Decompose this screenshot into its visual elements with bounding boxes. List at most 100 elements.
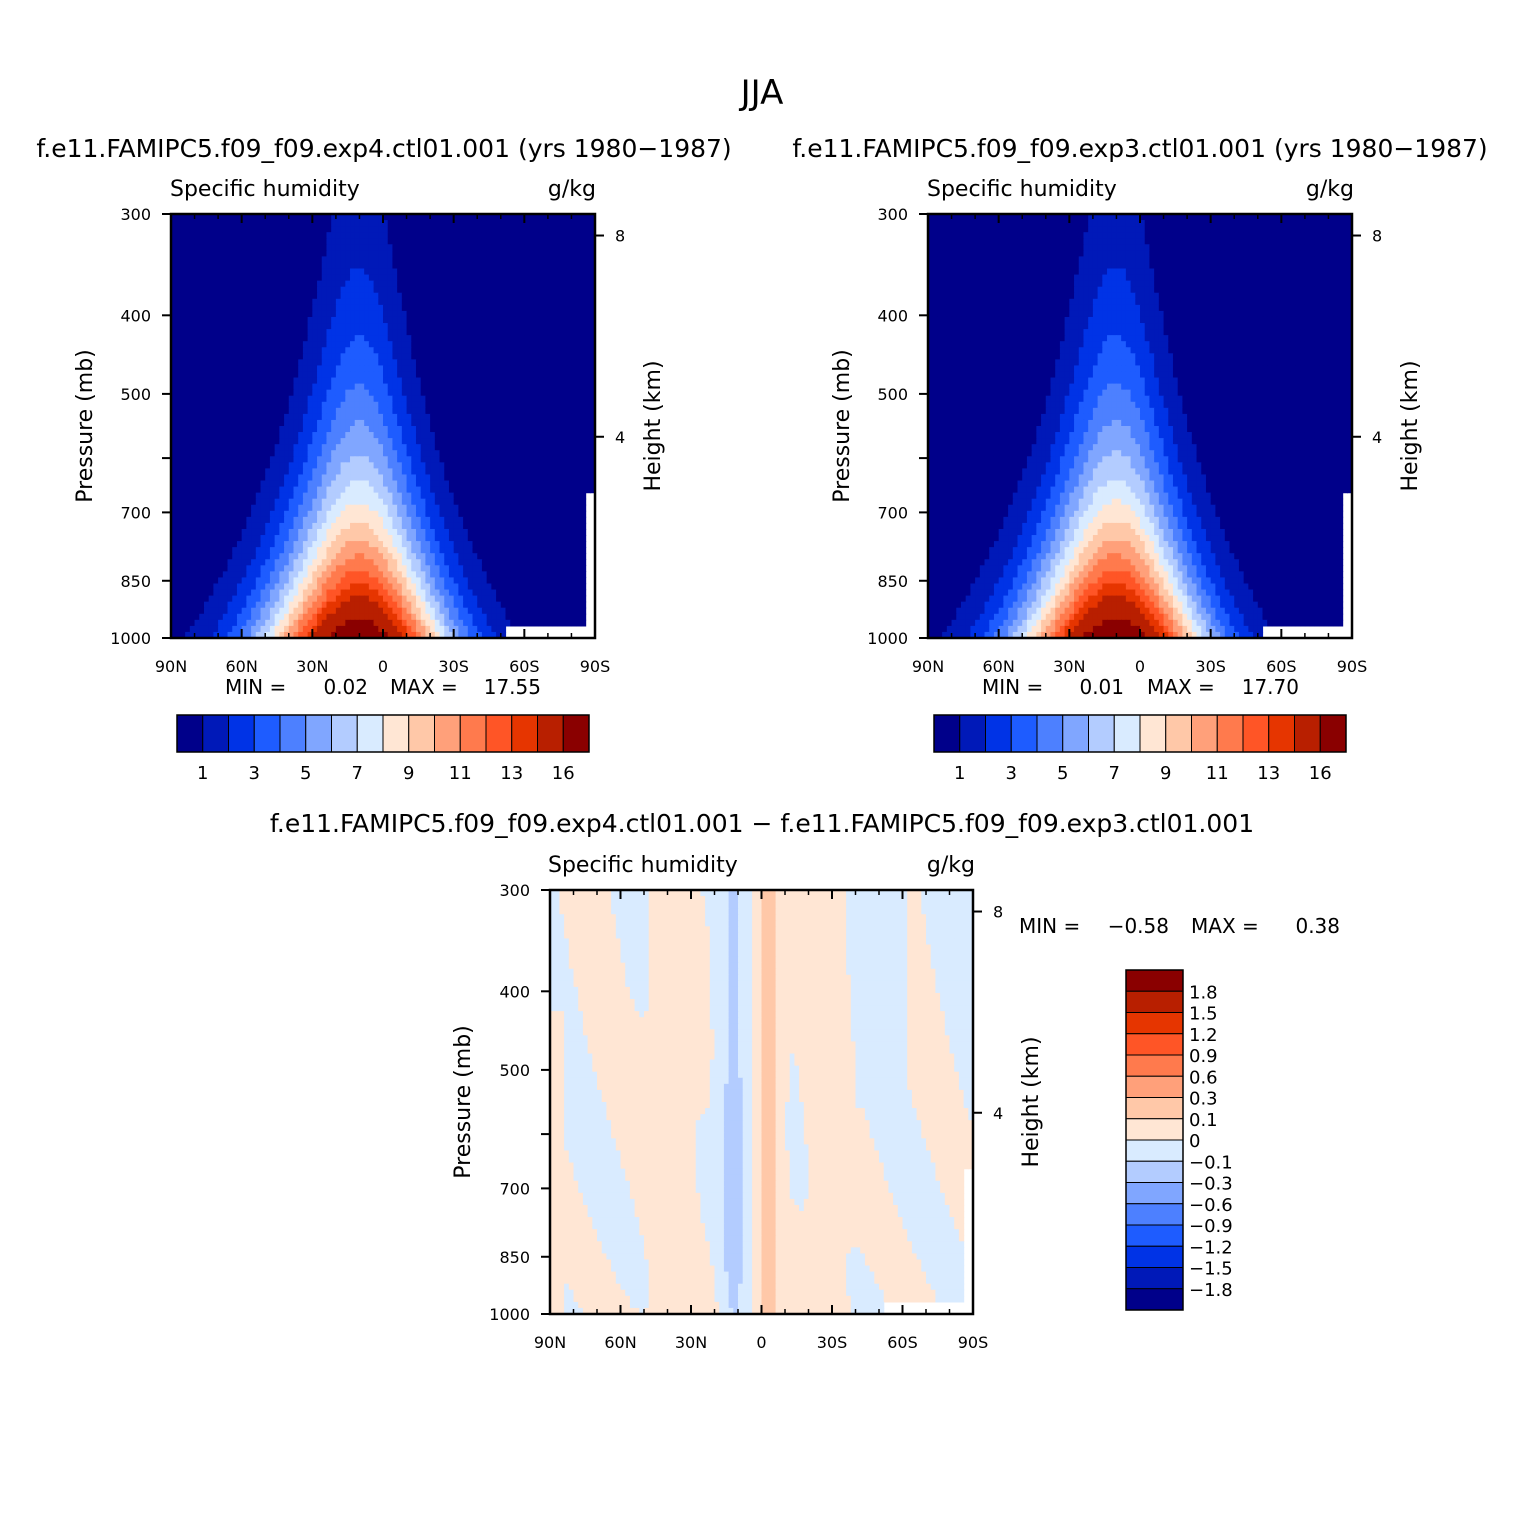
field-cell bbox=[472, 528, 478, 536]
field-cell bbox=[444, 268, 450, 276]
field-cell bbox=[397, 426, 403, 433]
field-cell bbox=[171, 220, 177, 227]
field-cell bbox=[467, 419, 474, 427]
field-cell bbox=[265, 359, 271, 367]
field-cell bbox=[194, 232, 200, 239]
field-cell bbox=[463, 541, 469, 548]
field-cell bbox=[293, 214, 299, 221]
field-cell bbox=[373, 522, 379, 530]
field-cell bbox=[481, 335, 488, 342]
field-cell bbox=[373, 389, 379, 397]
field-cell bbox=[477, 456, 483, 463]
field-cell bbox=[411, 226, 417, 233]
field-cell bbox=[222, 510, 229, 518]
field-cell bbox=[505, 256, 511, 264]
field-cell bbox=[566, 323, 573, 330]
field-cell bbox=[477, 292, 483, 300]
field-cell bbox=[269, 541, 276, 548]
field-cell bbox=[218, 298, 224, 306]
field-cell bbox=[171, 310, 177, 318]
field-cell bbox=[241, 426, 247, 433]
field-cell bbox=[321, 426, 328, 433]
field-cell bbox=[453, 238, 459, 245]
field-cell bbox=[439, 486, 445, 494]
field-cell bbox=[576, 486, 582, 494]
field-cell bbox=[175, 510, 182, 518]
field-cell bbox=[529, 286, 535, 294]
field-cell bbox=[359, 335, 365, 342]
field-cell bbox=[189, 486, 196, 494]
field-cell bbox=[505, 286, 511, 294]
field-cell bbox=[378, 528, 384, 536]
field-cell bbox=[585, 304, 591, 312]
field-cell bbox=[444, 498, 450, 506]
field-cell bbox=[213, 498, 219, 506]
field-cell bbox=[510, 286, 516, 294]
field-cell bbox=[203, 365, 210, 373]
field-cell bbox=[246, 401, 252, 409]
field-cell bbox=[519, 516, 525, 524]
field-cell bbox=[288, 316, 295, 324]
field-cell bbox=[194, 286, 200, 294]
panel-exp4-humidity: f.e11.FAMIPC5.f09_f09.exp4.ctl01.001 (yr… bbox=[36, 134, 731, 784]
field-cell bbox=[175, 256, 182, 264]
field-cell bbox=[576, 498, 582, 506]
field-cell bbox=[453, 535, 459, 542]
field-cell bbox=[203, 401, 210, 409]
field-cell bbox=[533, 262, 540, 270]
field-cell bbox=[218, 407, 224, 415]
field-cell bbox=[439, 547, 445, 554]
field-cell bbox=[293, 522, 299, 530]
field-cell bbox=[552, 426, 558, 433]
field-cell bbox=[524, 389, 530, 397]
field-cell bbox=[265, 371, 271, 379]
field-cell bbox=[373, 316, 379, 324]
field-cell bbox=[557, 528, 563, 536]
field-cell bbox=[222, 347, 229, 354]
field-cell bbox=[232, 274, 238, 282]
field-cell bbox=[430, 407, 436, 415]
field-cell bbox=[279, 268, 285, 276]
field-cell bbox=[496, 419, 502, 427]
field-cell bbox=[552, 462, 558, 469]
field-cell bbox=[562, 335, 568, 342]
field-cell bbox=[265, 462, 271, 469]
field-cell bbox=[208, 456, 214, 463]
field-cell bbox=[420, 413, 426, 421]
field-cell bbox=[590, 329, 596, 336]
field-cell bbox=[265, 335, 271, 342]
field-cell bbox=[590, 438, 596, 445]
field-cell bbox=[354, 359, 361, 367]
field-cell bbox=[524, 214, 530, 221]
field-cell bbox=[269, 498, 276, 506]
field-cell bbox=[265, 341, 271, 348]
field-cell bbox=[439, 480, 445, 488]
field-cell bbox=[496, 510, 502, 518]
field-cell bbox=[312, 528, 318, 536]
field-cell bbox=[175, 371, 182, 379]
field-cell bbox=[547, 510, 554, 518]
field-cell bbox=[307, 341, 313, 348]
field-cell bbox=[350, 238, 356, 245]
field-cell bbox=[368, 547, 375, 554]
field-cell bbox=[189, 365, 196, 373]
field-cell bbox=[236, 298, 243, 306]
field-cell bbox=[458, 377, 464, 385]
field-cell bbox=[467, 401, 474, 409]
field-cell bbox=[538, 522, 544, 530]
field-cell bbox=[387, 468, 394, 476]
field-cell bbox=[368, 541, 375, 548]
field-cell bbox=[298, 510, 304, 518]
field-cell bbox=[590, 419, 596, 427]
field-cell bbox=[345, 504, 351, 512]
field-cell bbox=[434, 353, 441, 360]
field-cell bbox=[547, 535, 554, 542]
field-cell bbox=[397, 547, 403, 554]
field-cell bbox=[279, 371, 285, 379]
field-cell bbox=[255, 547, 262, 554]
field-cell bbox=[444, 359, 450, 367]
field-cell bbox=[246, 341, 252, 348]
field-cell bbox=[359, 244, 365, 251]
field-cell bbox=[500, 480, 507, 488]
field-cell bbox=[236, 468, 243, 476]
